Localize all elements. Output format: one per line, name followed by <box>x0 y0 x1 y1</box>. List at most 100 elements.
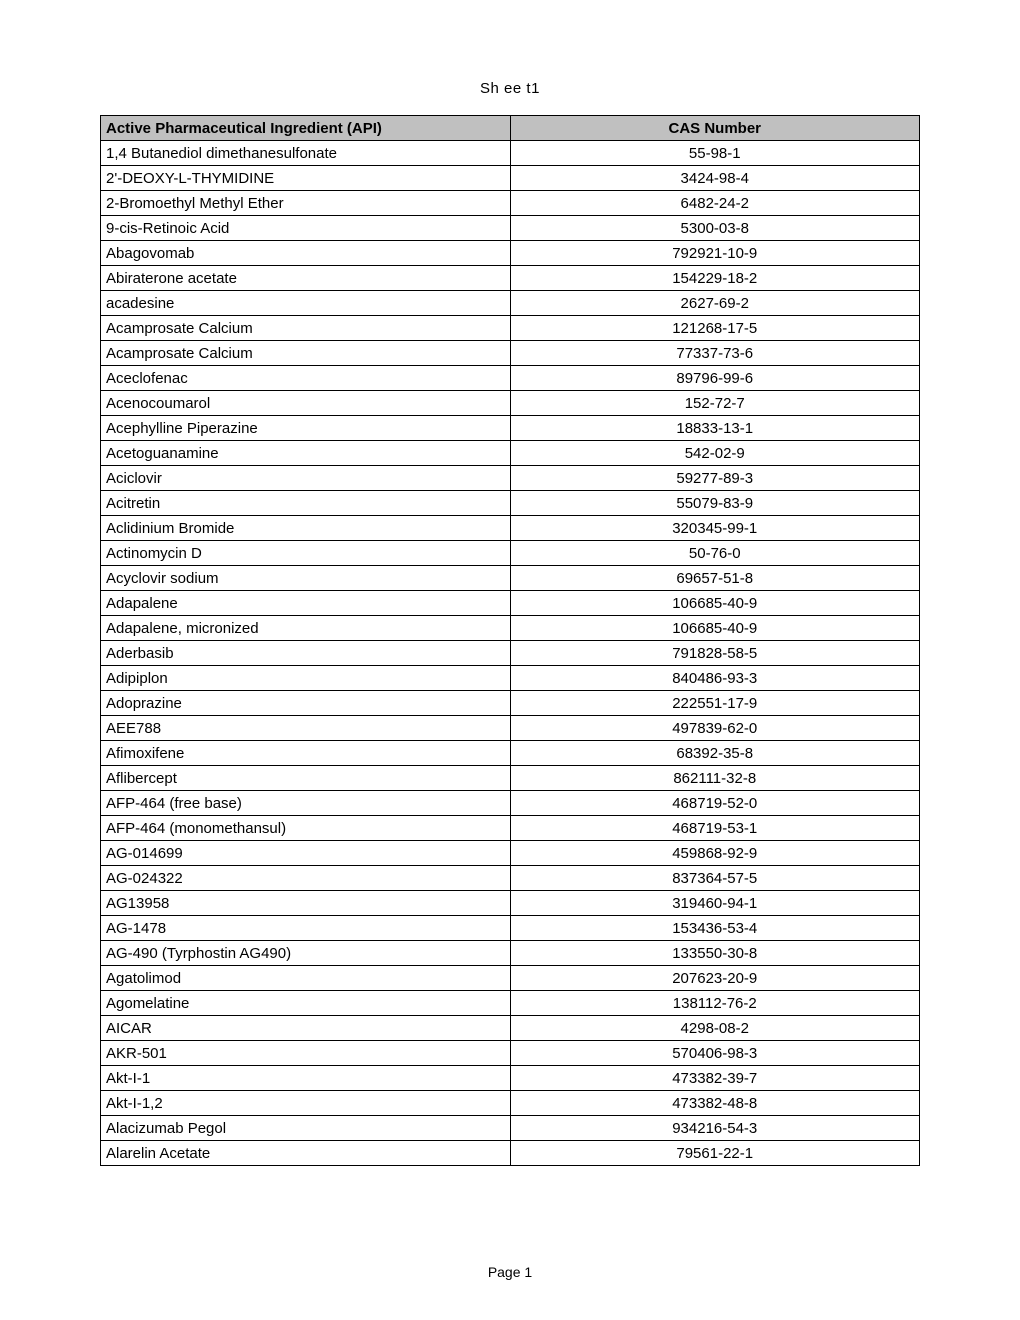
table-row: AFP-464 (free base)468719-52-0 <box>101 791 920 816</box>
api-cell: Akt-I-1 <box>101 1066 511 1091</box>
table-row: AEE788497839-62-0 <box>101 716 920 741</box>
api-table: Active Pharmaceutical Ingredient (API) C… <box>100 115 920 1166</box>
cas-cell: 89796-99-6 <box>510 366 920 391</box>
table-row: AG13958319460-94-1 <box>101 891 920 916</box>
cas-cell: 473382-48-8 <box>510 1091 920 1116</box>
table-row: Adipiplon840486-93-3 <box>101 666 920 691</box>
api-cell: Acenocoumarol <box>101 391 511 416</box>
table-row: Agomelatine138112-76-2 <box>101 991 920 1016</box>
table-row: AG-014699459868-92-9 <box>101 841 920 866</box>
cas-cell: 79561-22-1 <box>510 1141 920 1166</box>
api-cell: AG-014699 <box>101 841 511 866</box>
table-row: Acamprosate Calcium77337-73-6 <box>101 341 920 366</box>
table-row: Acamprosate Calcium121268-17-5 <box>101 316 920 341</box>
api-cell: AKR-501 <box>101 1041 511 1066</box>
table-row: Acenocoumarol152-72-7 <box>101 391 920 416</box>
table-row: Afimoxifene68392-35-8 <box>101 741 920 766</box>
api-cell: Acamprosate Calcium <box>101 316 511 341</box>
table-row: acadesine2627-69-2 <box>101 291 920 316</box>
api-cell: Acephylline Piperazine <box>101 416 511 441</box>
table-row: Abiraterone acetate154229-18-2 <box>101 266 920 291</box>
api-cell: AG-490 (Tyrphostin AG490) <box>101 941 511 966</box>
api-cell: Agomelatine <box>101 991 511 1016</box>
page-number: Page 1 <box>100 1234 920 1280</box>
cas-cell: 319460-94-1 <box>510 891 920 916</box>
sheet-title: Sh ee t1 <box>100 80 920 97</box>
api-cell: Afimoxifene <box>101 741 511 766</box>
api-cell: Adapalene <box>101 591 511 616</box>
table-row: Aclidinium Bromide320345-99-1 <box>101 516 920 541</box>
cas-cell: 121268-17-5 <box>510 316 920 341</box>
cas-cell: 320345-99-1 <box>510 516 920 541</box>
cas-cell: 133550-30-8 <box>510 941 920 966</box>
cas-cell: 459868-92-9 <box>510 841 920 866</box>
cas-cell: 59277-89-3 <box>510 466 920 491</box>
api-cell: Akt-I-1,2 <box>101 1091 511 1116</box>
table-row: Adapalene, micronized106685-40-9 <box>101 616 920 641</box>
table-row: Adoprazine222551-17-9 <box>101 691 920 716</box>
cas-cell: 934216-54-3 <box>510 1116 920 1141</box>
table-row: Alacizumab Pegol934216-54-3 <box>101 1116 920 1141</box>
table-row: 1,4 Butanediol dimethanesulfonate55-98-1 <box>101 141 920 166</box>
api-cell: Acyclovir sodium <box>101 566 511 591</box>
table-row: Acyclovir sodium69657-51-8 <box>101 566 920 591</box>
cas-cell: 468719-52-0 <box>510 791 920 816</box>
api-cell: Adipiplon <box>101 666 511 691</box>
table-row: AFP-464 (monomethansul)468719-53-1 <box>101 816 920 841</box>
cas-cell: 152-72-7 <box>510 391 920 416</box>
table-row: Alarelin Acetate79561-22-1 <box>101 1141 920 1166</box>
api-cell: AEE788 <box>101 716 511 741</box>
api-cell: 2'-DEOXY-L-THYMIDINE <box>101 166 511 191</box>
cas-cell: 791828-58-5 <box>510 641 920 666</box>
cas-cell: 18833-13-1 <box>510 416 920 441</box>
cas-cell: 862111-32-8 <box>510 766 920 791</box>
table-row: AG-490 (Tyrphostin AG490)133550-30-8 <box>101 941 920 966</box>
table-row: Akt-I-1473382-39-7 <box>101 1066 920 1091</box>
api-cell: AG-1478 <box>101 916 511 941</box>
table-row: Aceclofenac89796-99-6 <box>101 366 920 391</box>
cas-cell: 5300-03-8 <box>510 216 920 241</box>
table-header-row: Active Pharmaceutical Ingredient (API) C… <box>101 116 920 141</box>
api-cell: Alacizumab Pegol <box>101 1116 511 1141</box>
header-cas: CAS Number <box>510 116 920 141</box>
table-row: AKR-501570406-98-3 <box>101 1041 920 1066</box>
table-row: 2'-DEOXY-L-THYMIDINE3424-98-4 <box>101 166 920 191</box>
table-row: Acetoguanamine542-02-9 <box>101 441 920 466</box>
cas-cell: 6482-24-2 <box>510 191 920 216</box>
cas-cell: 473382-39-7 <box>510 1066 920 1091</box>
table-row: AG-024322837364-57-5 <box>101 866 920 891</box>
api-cell: Abagovomab <box>101 241 511 266</box>
api-cell: Acitretin <box>101 491 511 516</box>
cas-cell: 106685-40-9 <box>510 616 920 641</box>
cas-cell: 154229-18-2 <box>510 266 920 291</box>
cas-cell: 222551-17-9 <box>510 691 920 716</box>
api-cell: Adapalene, micronized <box>101 616 511 641</box>
api-cell: Acamprosate Calcium <box>101 341 511 366</box>
table-row: Acephylline Piperazine18833-13-1 <box>101 416 920 441</box>
api-cell: AFP-464 (monomethansul) <box>101 816 511 841</box>
cas-cell: 55079-83-9 <box>510 491 920 516</box>
api-cell: Alarelin Acetate <box>101 1141 511 1166</box>
cas-cell: 468719-53-1 <box>510 816 920 841</box>
cas-cell: 570406-98-3 <box>510 1041 920 1066</box>
cas-cell: 792921-10-9 <box>510 241 920 266</box>
api-cell: Abiraterone acetate <box>101 266 511 291</box>
table-row: AICAR4298-08-2 <box>101 1016 920 1041</box>
table-row: Aciclovir59277-89-3 <box>101 466 920 491</box>
cas-cell: 106685-40-9 <box>510 591 920 616</box>
api-cell: 2-Bromoethyl Methyl Ether <box>101 191 511 216</box>
table-row: AG-1478153436-53-4 <box>101 916 920 941</box>
cas-cell: 55-98-1 <box>510 141 920 166</box>
cas-cell: 77337-73-6 <box>510 341 920 366</box>
cas-cell: 840486-93-3 <box>510 666 920 691</box>
cas-cell: 542-02-9 <box>510 441 920 466</box>
table-row: Adapalene106685-40-9 <box>101 591 920 616</box>
cas-cell: 837364-57-5 <box>510 866 920 891</box>
api-cell: Adoprazine <box>101 691 511 716</box>
api-cell: acadesine <box>101 291 511 316</box>
cas-cell: 3424-98-4 <box>510 166 920 191</box>
api-cell: Agatolimod <box>101 966 511 991</box>
table-row: Aderbasib791828-58-5 <box>101 641 920 666</box>
cas-cell: 153436-53-4 <box>510 916 920 941</box>
cas-cell: 50-76-0 <box>510 541 920 566</box>
